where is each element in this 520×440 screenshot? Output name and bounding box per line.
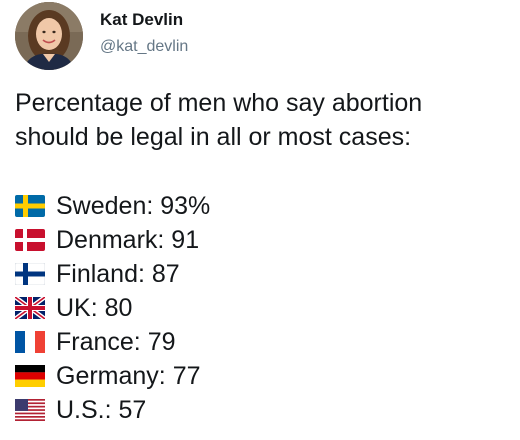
finland-flag-icon bbox=[15, 263, 45, 285]
list-item: U.S.: 57 bbox=[15, 393, 495, 427]
sweden-flag-icon bbox=[15, 195, 45, 217]
list-item: Finland: 87 bbox=[15, 257, 495, 291]
list-item-text: Denmark: 91 bbox=[56, 226, 200, 254]
list-item-text: U.S.: 57 bbox=[56, 396, 147, 424]
list-item-text: UK: 80 bbox=[56, 294, 133, 322]
list-item-text: Germany: 77 bbox=[56, 362, 201, 390]
list-item-text: France: 79 bbox=[56, 328, 176, 356]
france-flag-icon bbox=[15, 331, 45, 353]
user-handle[interactable]: @kat_devlin bbox=[100, 38, 189, 55]
list-item: Germany: 77 bbox=[15, 359, 495, 393]
tweet-text: Percentage of men who say abortion shoul… bbox=[15, 86, 510, 154]
tweet-intro-line-2: should be legal in all or most cases: bbox=[15, 123, 412, 151]
list-item: Sweden: 93% bbox=[15, 189, 495, 223]
us-flag-icon bbox=[15, 399, 45, 421]
list-item-text: Finland: 87 bbox=[56, 260, 180, 288]
avatar-photo-icon bbox=[15, 2, 83, 70]
author-info: Kat Devlin @kat_devlin bbox=[100, 10, 188, 57]
uk-flag-icon bbox=[15, 297, 45, 319]
list-item: Denmark: 91 bbox=[15, 223, 495, 257]
germany-flag-icon bbox=[15, 365, 45, 387]
list-item: UK: 80 bbox=[15, 291, 495, 325]
list-item-text: Sweden: 93% bbox=[56, 192, 211, 220]
display-name[interactable]: Kat Devlin bbox=[100, 10, 184, 29]
avatar[interactable] bbox=[15, 2, 83, 70]
country-list: Sweden: 93% Denmark: 91 Finland: 87 bbox=[15, 189, 495, 427]
list-item: France: 79 bbox=[15, 325, 495, 359]
denmark-flag-icon bbox=[15, 229, 45, 251]
tweet-intro-line-1: Percentage of men who say abortion bbox=[15, 89, 423, 117]
